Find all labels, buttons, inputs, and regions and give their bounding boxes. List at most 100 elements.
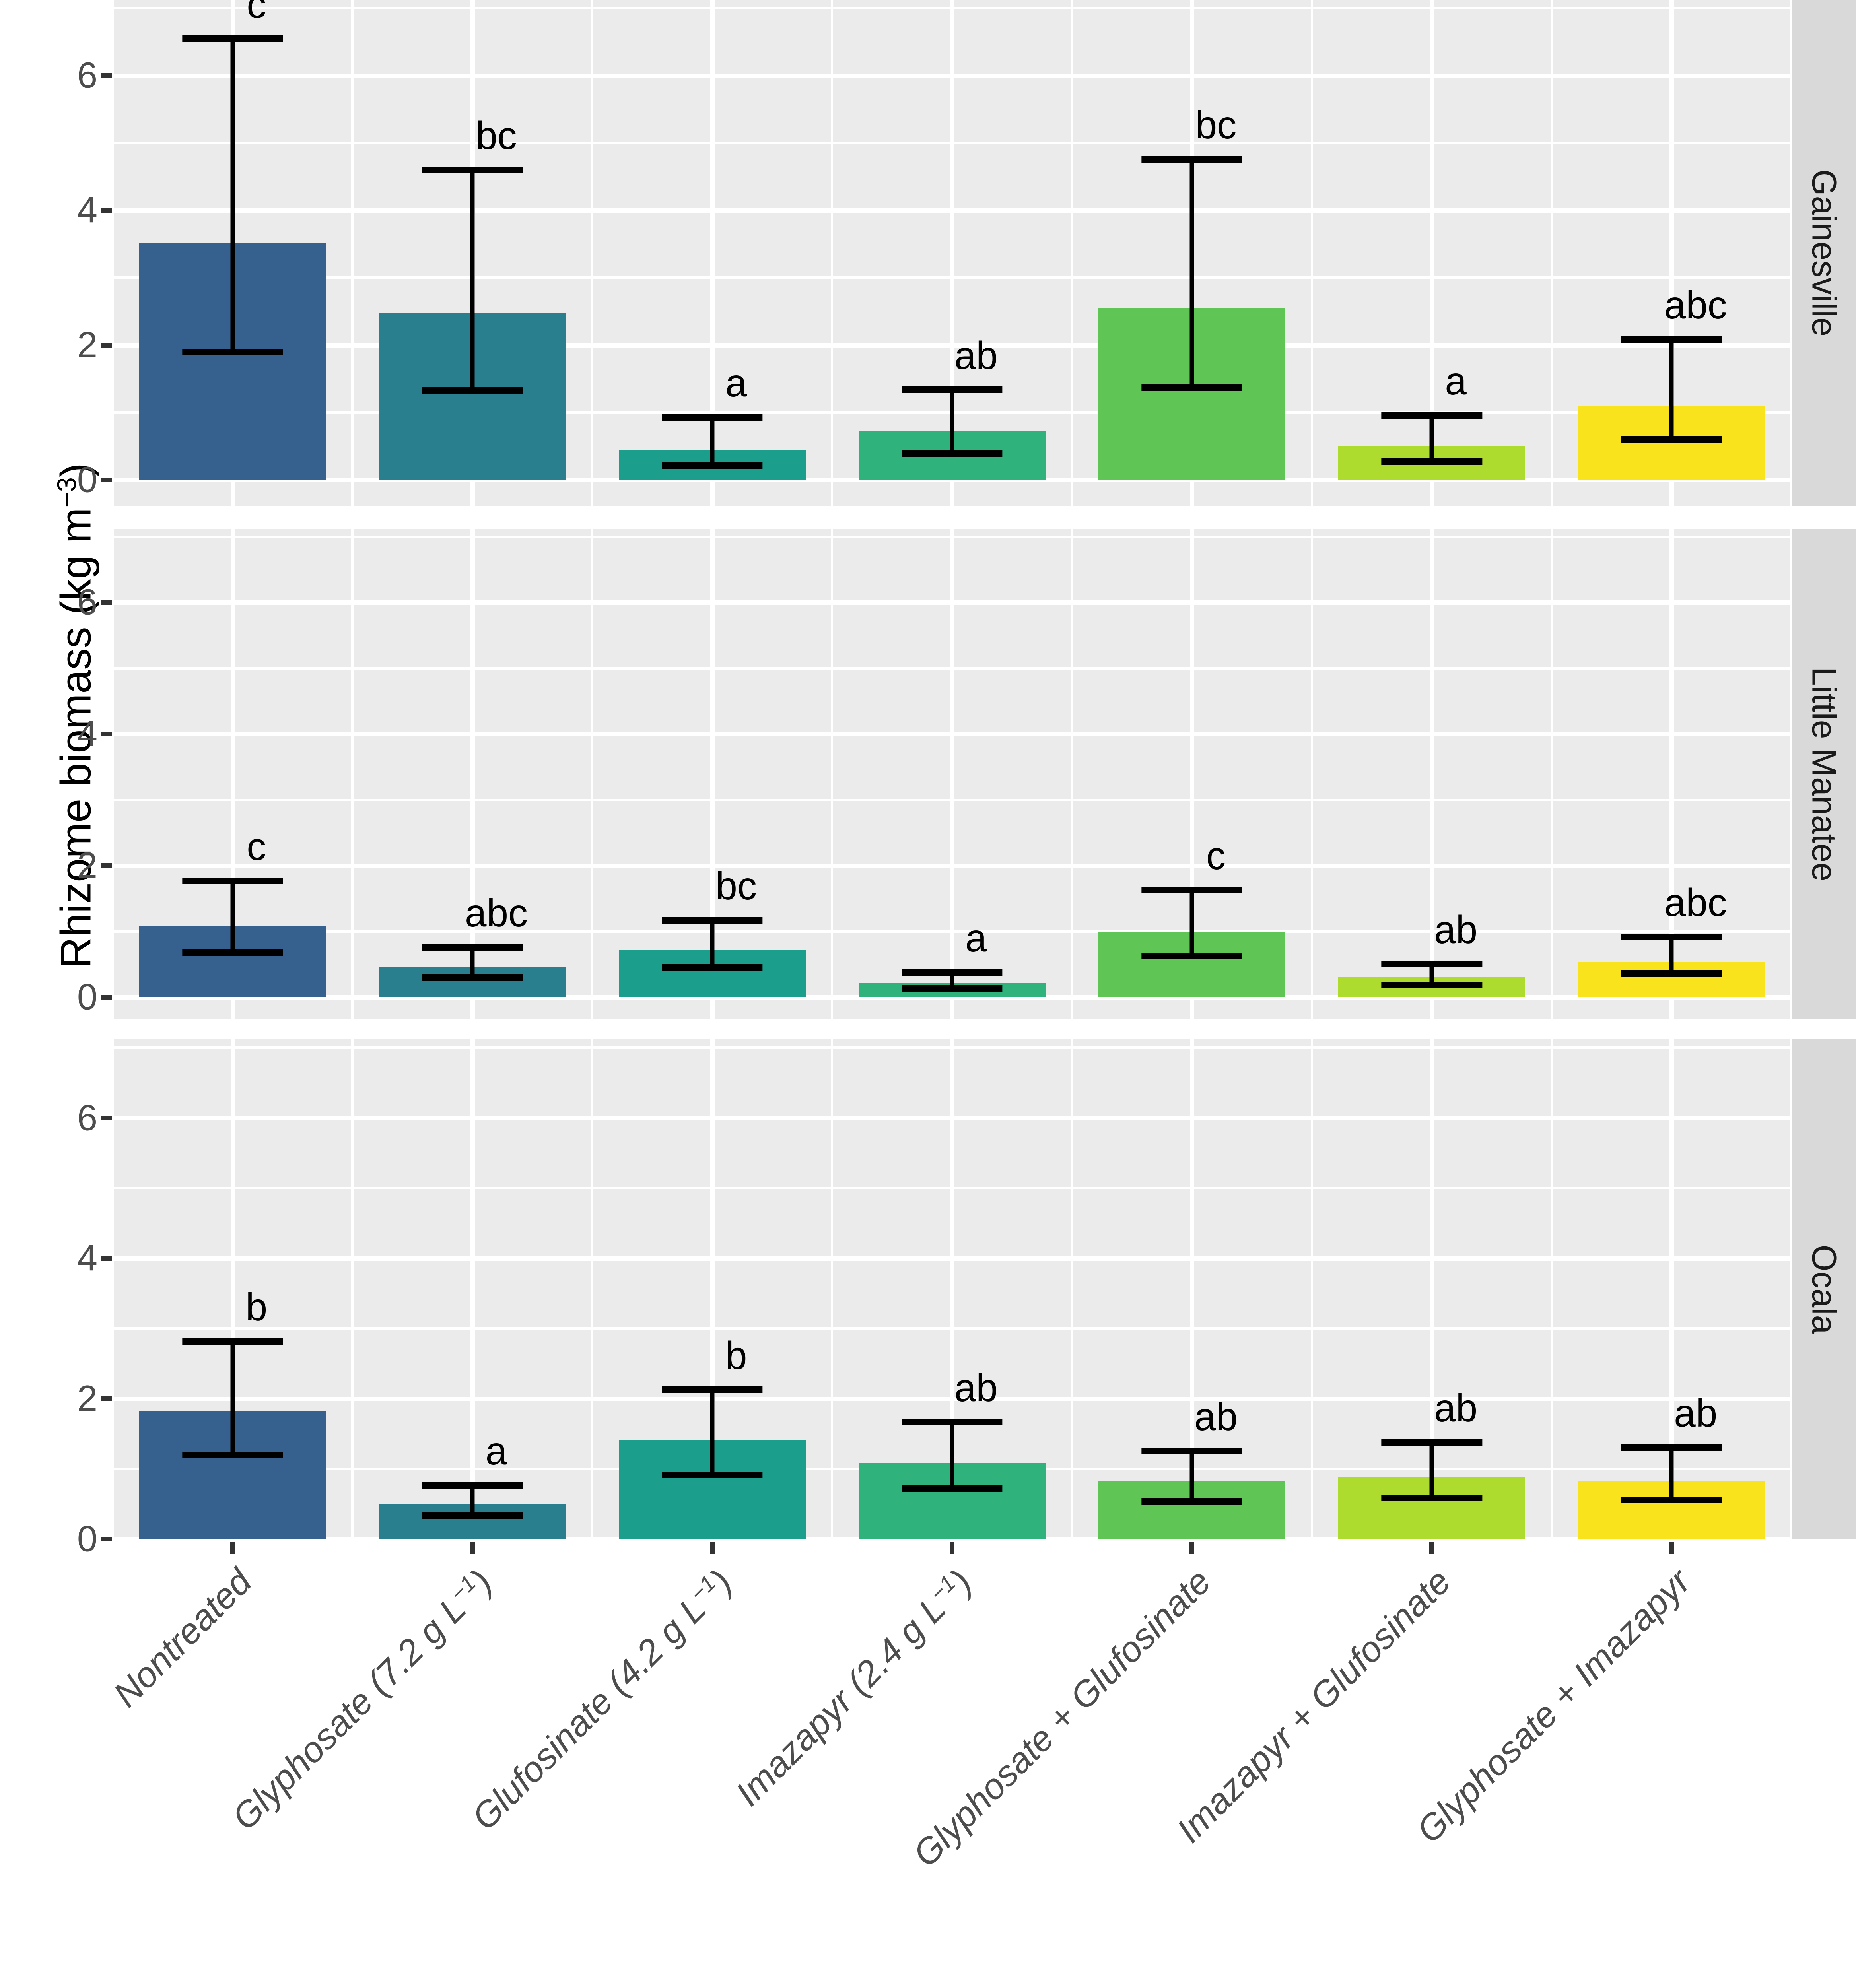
x-gridline-major: [1430, 529, 1434, 1019]
x-gridline-minor: [591, 1039, 594, 1539]
y-tick-mark: [101, 342, 112, 348]
error-bar-cap-upper: [1141, 887, 1242, 894]
error-bar-line: [1429, 1442, 1434, 1498]
error-bar-line: [710, 1389, 715, 1475]
error-bar-line: [1189, 1450, 1194, 1501]
significance-letter: abc: [1664, 283, 1727, 327]
error-bar-cap-upper: [902, 1419, 1003, 1426]
error-bar-cap-lower: [902, 985, 1003, 992]
error-bar-line: [950, 389, 954, 454]
x-gridline-minor: [351, 529, 354, 1019]
y-tick-label: 0: [77, 459, 97, 500]
x-gridline-major: [710, 529, 715, 1019]
significance-letter: ab: [1434, 907, 1478, 951]
panel-strip-label: Little Manatee: [1805, 666, 1843, 881]
significance-letter: abc: [1664, 880, 1727, 924]
x-gridline-minor: [1790, 529, 1792, 1019]
significance-letter: b: [245, 1285, 268, 1329]
error-bar-line: [710, 920, 715, 967]
x-gridline-minor: [1790, 1039, 1792, 1539]
y-tick-label: 4: [77, 190, 97, 231]
x-gridline-major: [950, 529, 954, 1019]
x-tick-label: Glyphosate + Imazapyr: [1409, 1561, 1699, 1851]
error-bar-line: [470, 170, 475, 390]
x-gridline-major: [470, 1039, 475, 1539]
error-bar-cap-lower: [1141, 952, 1242, 959]
error-bar-cap-lower: [1621, 1497, 1722, 1504]
x-gridline-major: [710, 1039, 715, 1539]
x-gridline-minor: [831, 529, 834, 1019]
panel-strip-label: Gainesville: [1805, 169, 1843, 337]
significance-letter: a: [485, 1429, 507, 1473]
y-tick-mark: [101, 1396, 112, 1401]
error-bar-cap-lower: [422, 1512, 523, 1519]
error-bar-cap-lower: [662, 963, 763, 971]
panel-gainesville: c bc a ab bc a abc: [113, 0, 1792, 506]
x-tick-mark: [1429, 1542, 1434, 1554]
error-bar-line: [470, 947, 475, 978]
panel-strip-gainesville: Gainesville: [1792, 0, 1856, 506]
x-gridline-major: [950, 0, 954, 506]
significance-letter: b: [725, 1333, 747, 1377]
error-bar-cap-upper: [1621, 336, 1722, 343]
y-tick-mark: [101, 73, 112, 78]
error-bar-line: [1669, 339, 1674, 440]
x-gridline-major: [710, 0, 715, 506]
y-tick-label: 0: [77, 977, 97, 1017]
y-tick-mark: [101, 600, 112, 605]
significance-letter: a: [725, 361, 747, 405]
error-bar-cap-upper: [1141, 156, 1242, 163]
y-tick-mark: [101, 1115, 112, 1120]
x-gridline-major: [1430, 0, 1434, 506]
x-gridline-major: [1669, 1039, 1674, 1539]
error-bar-cap-lower: [1141, 1498, 1242, 1505]
error-bar-line: [1669, 936, 1674, 974]
y-tick-mark: [101, 478, 112, 482]
x-gridline-major: [470, 529, 475, 1019]
x-gridline-major: [1430, 1039, 1434, 1539]
x-gridline-major: [1669, 0, 1674, 506]
y-tick-mark: [101, 863, 112, 868]
x-gridline-minor: [351, 0, 354, 506]
error-bar-cap-lower: [1381, 981, 1482, 988]
x-gridline-minor: [1310, 0, 1313, 506]
x-gridline-minor: [1790, 0, 1792, 506]
error-bar-cap-upper: [1381, 1439, 1482, 1446]
y-tick-label: 6: [77, 582, 97, 623]
y-tick-mark: [101, 1537, 112, 1541]
error-bar-cap-lower: [182, 1452, 283, 1459]
error-bar-cap-lower: [662, 462, 763, 469]
significance-letter: ab: [954, 333, 998, 377]
x-gridline-minor: [1550, 529, 1553, 1019]
x-tick-label: Glyphosate (7.2 g L−1): [224, 1562, 500, 1838]
error-bar-line: [1189, 159, 1194, 388]
error-bar-line: [950, 1422, 954, 1489]
significance-letter: a: [965, 916, 987, 960]
error-bar-cap-upper: [662, 917, 763, 924]
error-bar-cap-upper: [1141, 1447, 1242, 1454]
y-tick-mark: [101, 995, 112, 1000]
x-gridline-minor: [113, 1039, 114, 1539]
error-bar-cap-upper: [662, 1386, 763, 1393]
x-gridline-minor: [1310, 1039, 1313, 1539]
error-bar-cap-lower: [182, 348, 283, 355]
error-bar-line: [1429, 415, 1434, 461]
x-gridline-minor: [831, 0, 834, 506]
x-gridline-major: [230, 1039, 235, 1539]
y-tick-label: 2: [77, 845, 97, 886]
error-bar-cap-upper: [182, 1338, 283, 1345]
y-tick-mark: [101, 732, 112, 737]
significance-letter: abc: [465, 891, 528, 935]
panel-strip-little-manatee: Little Manatee: [1792, 529, 1856, 1019]
x-tick-mark: [709, 1542, 715, 1554]
y-tick-label: 6: [77, 1097, 97, 1138]
error-bar-cap-lower: [1381, 458, 1482, 465]
significance-letter: bc: [1195, 103, 1237, 147]
error-bar-cap-upper: [1381, 412, 1482, 419]
x-gridline-minor: [351, 1039, 354, 1539]
error-bar-cap-upper: [422, 167, 523, 174]
y-tick-label: 4: [77, 713, 97, 754]
x-gridline-minor: [1550, 1039, 1553, 1539]
error-bar-line: [1429, 963, 1434, 985]
x-gridline-minor: [591, 0, 594, 506]
